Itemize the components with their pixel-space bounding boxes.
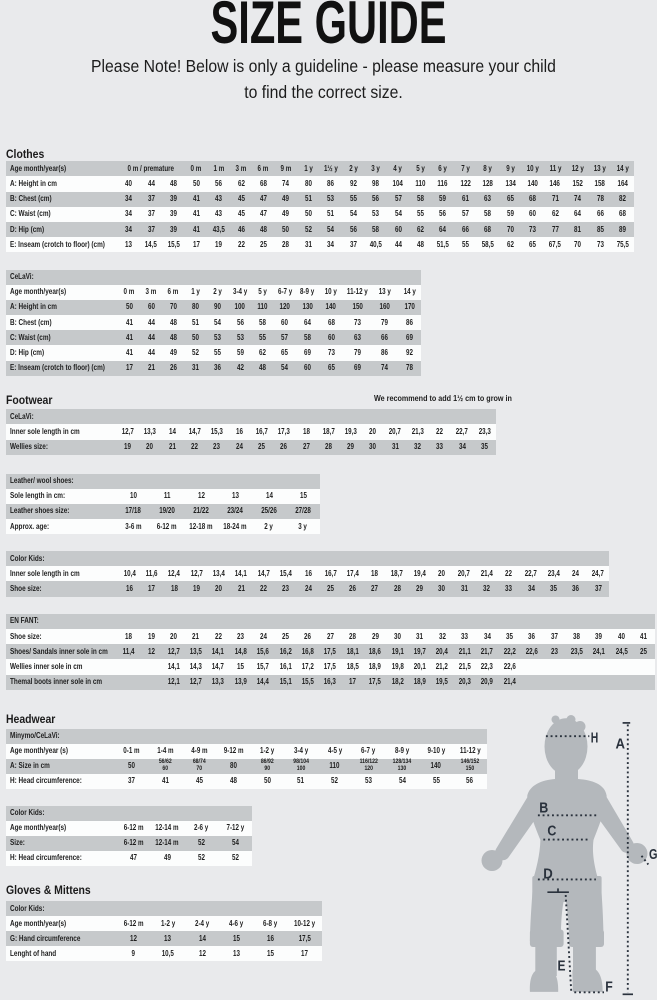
svg-text:F: F bbox=[605, 979, 613, 996]
svg-text:G: G bbox=[649, 846, 657, 863]
svg-text:A: A bbox=[616, 736, 626, 753]
svg-text:H: H bbox=[591, 729, 599, 746]
svg-text:C: C bbox=[547, 823, 556, 840]
svg-text:B: B bbox=[539, 800, 548, 817]
svg-text:D: D bbox=[543, 866, 553, 883]
svg-text:E: E bbox=[558, 957, 566, 974]
